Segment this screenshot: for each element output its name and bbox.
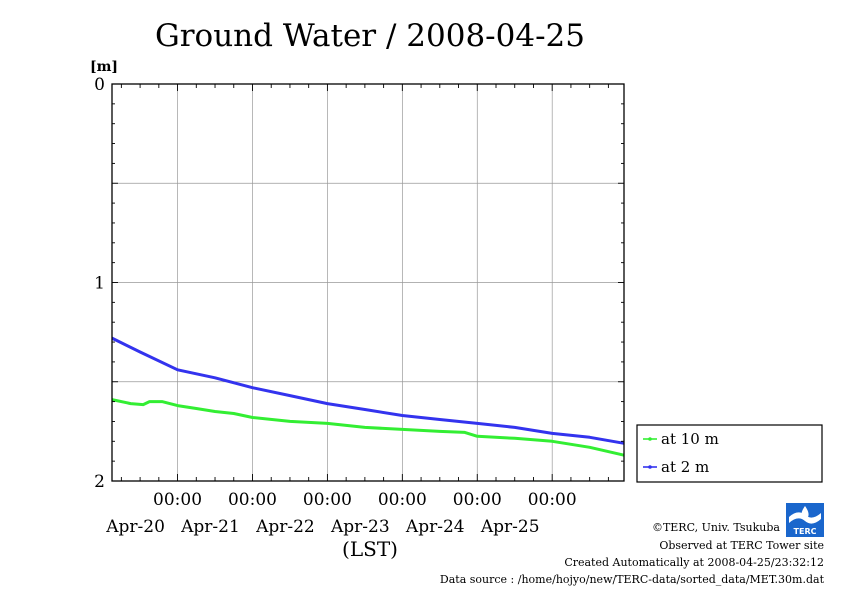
- y-tick-labels: 0 1 2: [94, 75, 105, 492]
- created-text: Created Automatically at 2008-04-25/23:3…: [564, 556, 824, 569]
- x-tick-labels: 00:00 Apr-20 00:00 Apr-21 00:00 Apr-22 00:00 Ap…: [105, 490, 576, 537]
- logo-drop-icon: [801, 506, 809, 519]
- series-line-at-10m: [111, 398, 625, 457]
- y-tick-label: 1: [94, 274, 105, 294]
- x-tick-date-label: Apr-22: [255, 517, 315, 537]
- x-tick-date-label: Apr-25: [480, 517, 540, 537]
- terc-logo: TERC: [786, 503, 824, 537]
- legend-marker-icon: [648, 437, 652, 441]
- x-tick-date-label: Apr-20: [105, 517, 165, 537]
- x-tick-time-label: 00:00: [453, 490, 502, 510]
- x-tick-time-label: 00:00: [528, 490, 577, 510]
- series-lines: [111, 336, 625, 457]
- y-axis-label: [m]: [90, 59, 118, 75]
- x-tick-time-label: 00:00: [153, 490, 202, 510]
- legend-marker-icon: [648, 465, 652, 469]
- legend: at 10 m at 2 m: [636, 424, 823, 483]
- y-tick-label: 0: [94, 75, 105, 95]
- axis-ticks: [112, 84, 624, 481]
- x-tick-date-label: Apr-21: [180, 517, 240, 537]
- x-axis-label: (LST): [342, 537, 398, 561]
- series-line-at-2m: [111, 336, 625, 445]
- x-tick-time-label: 00:00: [303, 490, 352, 510]
- chart-title: Ground Water / 2008-04-25: [155, 18, 585, 54]
- legend-box: [636, 424, 823, 483]
- x-tick-date-label: Apr-23: [330, 517, 390, 537]
- x-tick-time-label: 00:00: [228, 490, 277, 510]
- data-source-text: Data source : /home/hojyo/new/TERC-data/…: [439, 573, 824, 586]
- observed-text: Observed at TERC Tower site: [659, 539, 824, 552]
- x-tick-date-label: Apr-24: [405, 517, 465, 537]
- y-tick-label: 2: [94, 472, 105, 492]
- logo-text: TERC: [794, 527, 817, 536]
- legend-label: at 2 m: [661, 458, 709, 476]
- legend-label: at 10 m: [661, 430, 719, 448]
- copyright-text: ©TERC, Univ. Tsukuba: [651, 521, 780, 534]
- x-tick-time-label: 00:00: [378, 490, 427, 510]
